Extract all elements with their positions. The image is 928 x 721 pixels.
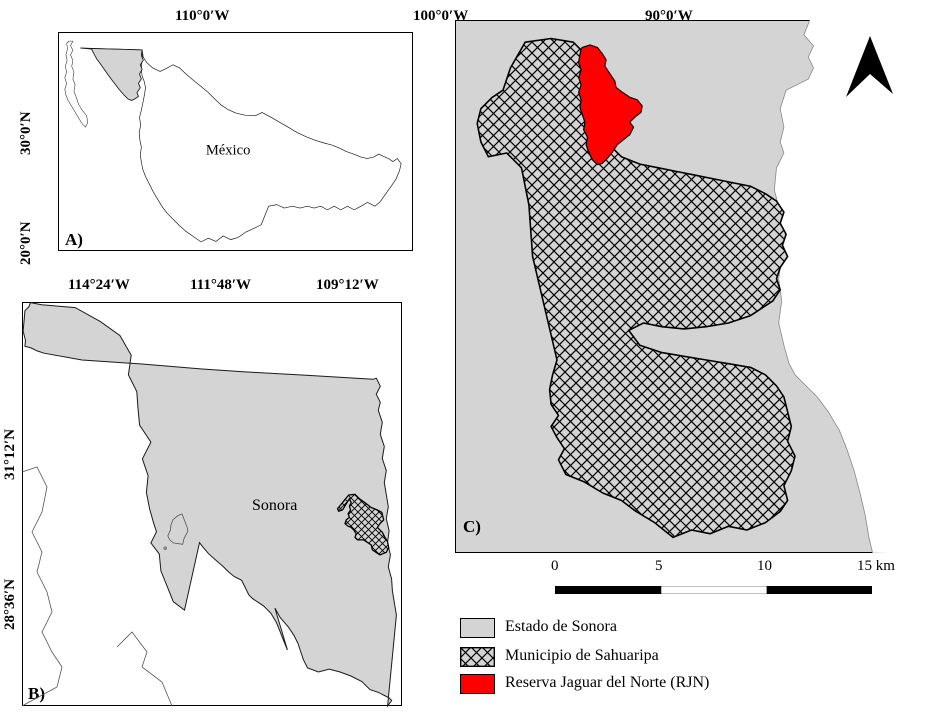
svg-text:México: México	[206, 143, 251, 159]
svg-text:Sonora: Sonora	[252, 497, 297, 514]
